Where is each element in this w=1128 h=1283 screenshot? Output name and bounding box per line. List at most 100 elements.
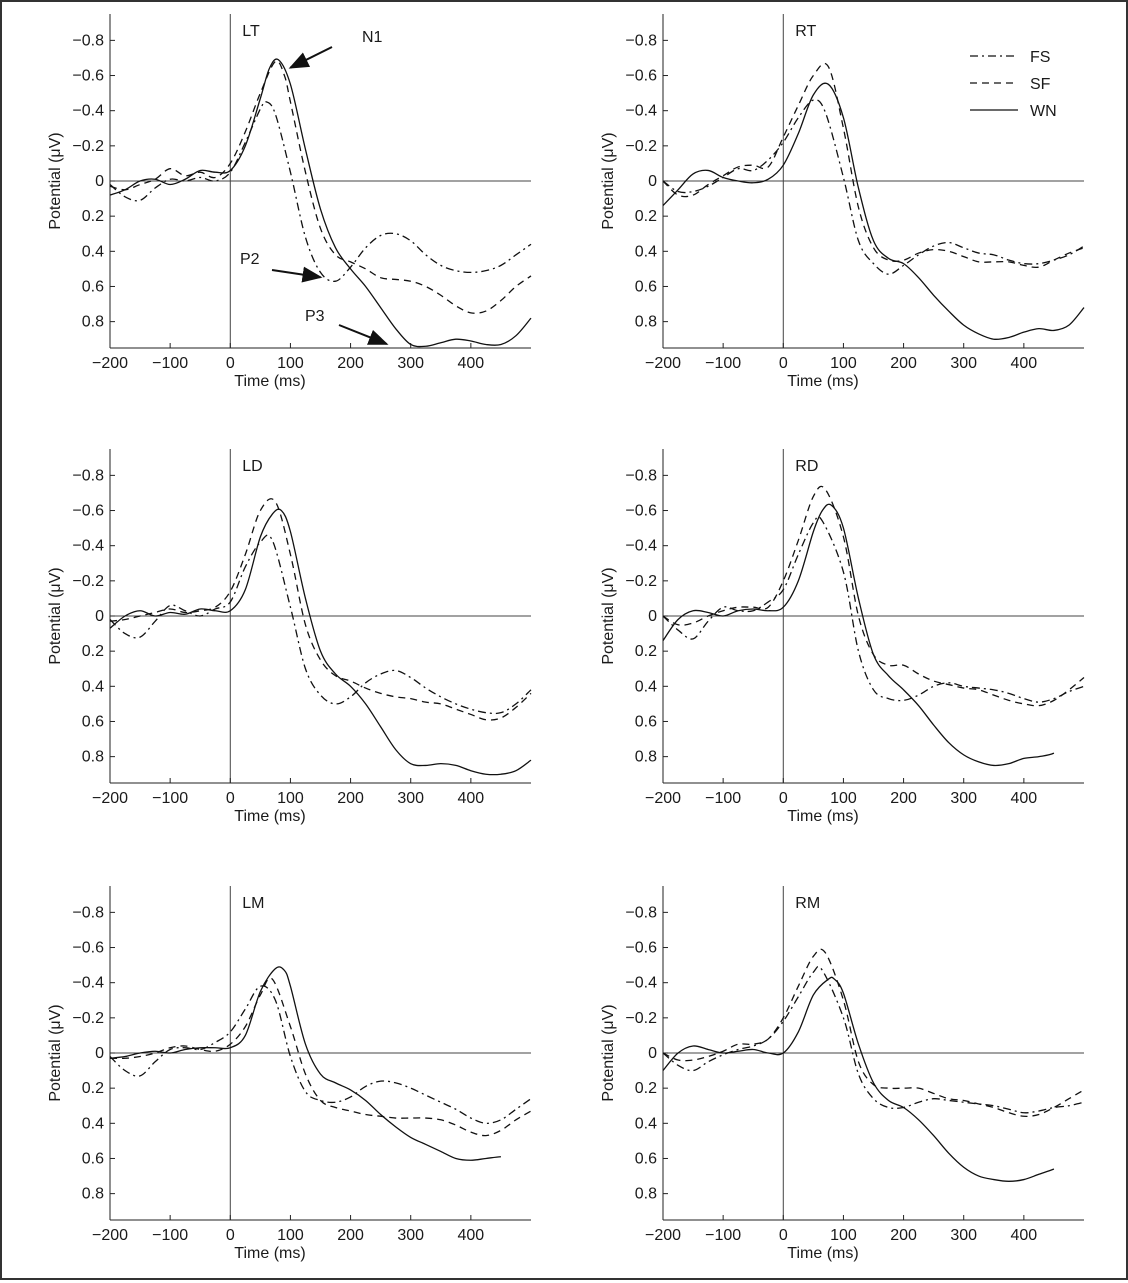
y-tick-label: 0.8 xyxy=(82,314,104,331)
y-tick-label: 0.2 xyxy=(82,208,104,225)
y-tick-label: 0.2 xyxy=(82,643,104,660)
panel-title: LD xyxy=(242,458,262,475)
y-tick-label: −0.8 xyxy=(72,467,104,484)
panel-lt: −0.8 −0.6 −0.4 −0.2 0 0.2 0.4 0.6 0.8 −200 −100 0 10… xyxy=(47,14,532,390)
x-tick-label: −200 xyxy=(92,790,128,807)
y-axis-title: Potential (μV) xyxy=(600,1004,617,1101)
y-tick-label: −0.8 xyxy=(625,467,657,484)
legend-label-fs: FS xyxy=(1030,49,1050,66)
y-tick-label: 0 xyxy=(648,1045,657,1062)
series-line-wn xyxy=(109,508,532,776)
x-tick-label: 200 xyxy=(890,355,917,372)
x-tick-label: 0 xyxy=(779,355,788,372)
y-tick-label: 0.2 xyxy=(82,1080,104,1097)
y-axis-title: Potential (μV) xyxy=(47,1004,64,1101)
y-tick-label: −0.4 xyxy=(72,103,104,120)
x-tick-label: 200 xyxy=(890,1227,917,1244)
y-tick-label: 0 xyxy=(95,608,104,625)
x-tick-label: −100 xyxy=(705,790,741,807)
x-axis-title: Time (ms) xyxy=(234,808,305,825)
x-axis-title: Time (ms) xyxy=(787,1245,858,1262)
series-line-wn xyxy=(109,58,532,348)
series-line-sf xyxy=(109,977,532,1137)
y-tick-label: −0.6 xyxy=(72,68,104,85)
y-tick-label: 0.4 xyxy=(82,1115,104,1132)
x-tick-label: 100 xyxy=(277,1227,304,1244)
annotation-arrow-n1 xyxy=(288,46,333,69)
y-tick-label: −0.6 xyxy=(625,68,657,85)
y-tick-label: −0.8 xyxy=(625,904,657,921)
annotation-arrow-p2 xyxy=(271,266,323,283)
y-tick-label: −0.2 xyxy=(625,138,657,155)
x-tick-label: 200 xyxy=(890,790,917,807)
y-tick-label: 0.4 xyxy=(82,243,104,260)
y-tick-label: −0.2 xyxy=(72,573,104,590)
series-line-sf xyxy=(662,485,1085,707)
panel-title: RM xyxy=(795,895,820,912)
y-tick-label: 0.2 xyxy=(635,1080,657,1097)
y-tick-label: 0.4 xyxy=(82,678,104,695)
x-tick-label: −100 xyxy=(705,355,741,372)
legend-label-wn: WN xyxy=(1030,103,1057,120)
x-tick-label: 300 xyxy=(950,355,977,372)
series-line-sf xyxy=(109,60,532,314)
x-tick-label: −200 xyxy=(645,790,681,807)
y-tick-label: 0.6 xyxy=(82,1150,104,1167)
x-tick-label: 100 xyxy=(277,355,304,372)
panel-title: LM xyxy=(242,895,264,912)
series-line-sf xyxy=(662,62,1085,269)
x-tick-label: −200 xyxy=(645,1227,681,1244)
y-tick-label: 0 xyxy=(95,173,104,190)
x-tick-label: −100 xyxy=(705,1227,741,1244)
x-tick-label: 100 xyxy=(277,790,304,807)
panel-ld: −0.8 −0.6 −0.4 −0.2 0 0.2 0.4 0.6 0.8 −200 −100 0 10… xyxy=(47,449,532,825)
x-tick-label: 400 xyxy=(458,355,485,372)
annotation-label-p2: P2 xyxy=(240,251,260,268)
y-tick-label: −0.2 xyxy=(625,1010,657,1027)
series-line-fs xyxy=(109,985,532,1124)
x-tick-label: 400 xyxy=(458,1227,485,1244)
y-tick-label: −0.4 xyxy=(625,538,657,555)
panel-title: RD xyxy=(795,458,818,475)
series-line-wn xyxy=(662,82,1085,341)
x-axis-title: Time (ms) xyxy=(234,373,305,390)
x-tick-label: 100 xyxy=(830,355,857,372)
y-tick-label: −0.6 xyxy=(625,940,657,957)
y-tick-label: 0.2 xyxy=(635,208,657,225)
y-tick-label: 0.4 xyxy=(635,1115,657,1132)
y-tick-label: −0.6 xyxy=(72,503,104,520)
x-tick-label: 0 xyxy=(226,1227,235,1244)
x-tick-label: 400 xyxy=(1011,1227,1038,1244)
x-tick-label: −200 xyxy=(92,1227,128,1244)
panel-title: LT xyxy=(242,23,260,40)
x-axis-title: Time (ms) xyxy=(787,808,858,825)
y-axis-title: Potential (μV) xyxy=(600,567,617,664)
x-tick-label: 300 xyxy=(397,1227,424,1244)
y-tick-label: 0.8 xyxy=(635,1186,657,1203)
y-tick-label: −0.2 xyxy=(72,138,104,155)
y-tick-label: 0.4 xyxy=(635,678,657,695)
y-tick-label: −0.6 xyxy=(72,940,104,957)
series-line-wn xyxy=(662,976,1055,1182)
panel-title: RT xyxy=(795,23,816,40)
y-tick-label: 0.4 xyxy=(635,243,657,260)
y-tick-label: −0.8 xyxy=(72,904,104,921)
series-line-sf xyxy=(109,498,532,721)
x-tick-label: 400 xyxy=(1011,790,1038,807)
x-tick-label: 300 xyxy=(397,790,424,807)
y-tick-label: 0.6 xyxy=(635,713,657,730)
y-axis-title: Potential (μV) xyxy=(47,567,64,664)
y-tick-label: 0.6 xyxy=(82,278,104,295)
x-tick-label: 100 xyxy=(830,1227,857,1244)
legend-label-sf: SF xyxy=(1030,76,1051,93)
y-axis-title: Potential (μV) xyxy=(47,132,64,229)
y-tick-label: 0.8 xyxy=(82,749,104,766)
y-tick-label: 0.6 xyxy=(635,1150,657,1167)
y-tick-label: 0.8 xyxy=(635,749,657,766)
y-tick-label: 0.8 xyxy=(82,1186,104,1203)
x-tick-label: 400 xyxy=(1011,355,1038,372)
x-tick-label: 300 xyxy=(950,790,977,807)
x-tick-label: 0 xyxy=(226,790,235,807)
y-tick-label: 0.2 xyxy=(635,643,657,660)
